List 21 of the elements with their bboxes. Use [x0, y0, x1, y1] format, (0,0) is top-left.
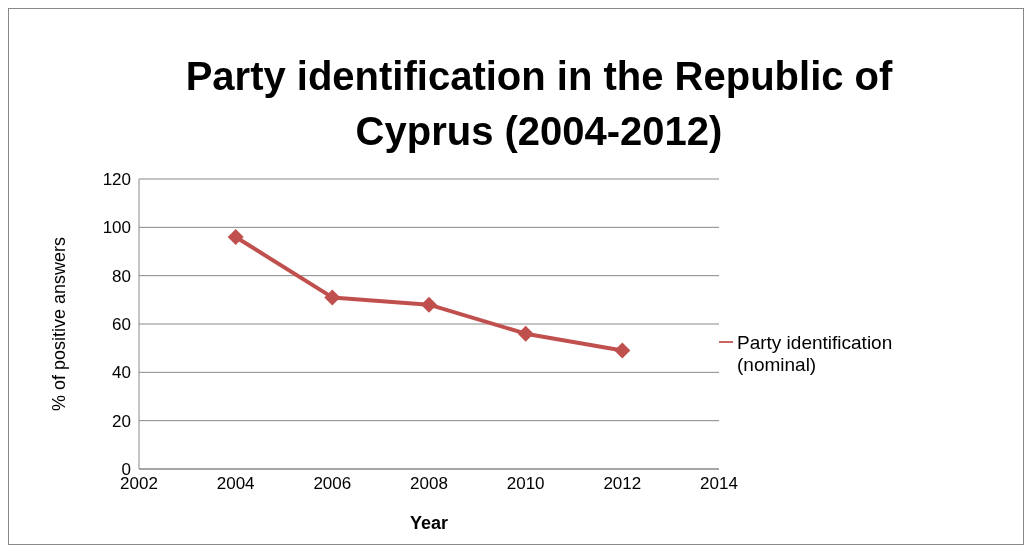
y-tick-label: 120 [102, 170, 131, 190]
point [614, 342, 631, 359]
legend-label: Party identification (nominal) [737, 332, 894, 376]
x-tick-label: 2004 [216, 474, 255, 494]
x-tick-label: 2012 [603, 474, 642, 494]
y-tick-label: 60 [112, 315, 131, 335]
y-tick-label: 40 [112, 363, 131, 383]
point [517, 325, 534, 342]
y-tick-label: 100 [102, 218, 131, 238]
chart-title: Party identification in the Republic of Cyprus (2004-2012) [184, 53, 894, 155]
y-tick-label: 80 [112, 266, 131, 286]
x-tick-label: 2010 [506, 474, 545, 494]
y-axis-title: % of positive answers [49, 236, 70, 412]
x-tick-label: 2014 [700, 474, 738, 494]
point [227, 229, 244, 245]
point [421, 296, 437, 313]
x-tick-label: 2008 [410, 474, 448, 494]
x-axis-title: Year [409, 513, 449, 533]
x-tick-label: 2006 [313, 474, 352, 494]
point [324, 289, 341, 306]
y-tick-label: 20 [112, 411, 131, 431]
